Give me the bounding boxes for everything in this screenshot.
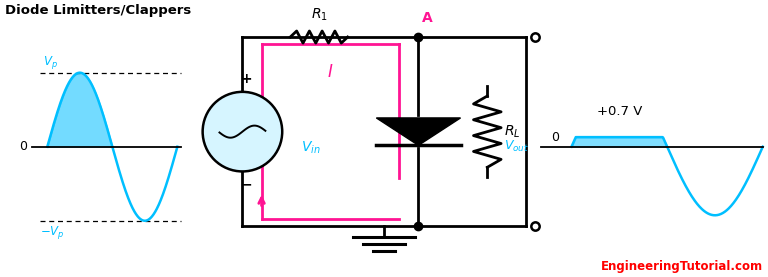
Text: $0$: $0$ <box>551 131 560 144</box>
Text: $R_1$: $R_1$ <box>310 7 327 23</box>
Text: $I$: $I$ <box>327 63 333 81</box>
Text: $V_{out}$: $V_{out}$ <box>505 139 529 154</box>
Text: +0.7 V: +0.7 V <box>597 105 642 118</box>
Text: EngineeringTutorial.com: EngineeringTutorial.com <box>601 260 763 273</box>
Text: $V_p$: $V_p$ <box>44 54 58 71</box>
Text: $R_L$: $R_L$ <box>504 124 521 140</box>
Text: −: − <box>240 177 252 191</box>
Text: A: A <box>422 11 433 25</box>
Polygon shape <box>376 118 461 145</box>
Text: Diode Limitters/Clappers: Diode Limitters/Clappers <box>5 4 191 17</box>
Ellipse shape <box>203 92 282 171</box>
Text: $V_{in}$: $V_{in}$ <box>301 140 321 156</box>
Text: $0$: $0$ <box>19 140 28 153</box>
Text: +: + <box>240 72 252 86</box>
Text: $-V_p$: $-V_p$ <box>40 224 65 240</box>
